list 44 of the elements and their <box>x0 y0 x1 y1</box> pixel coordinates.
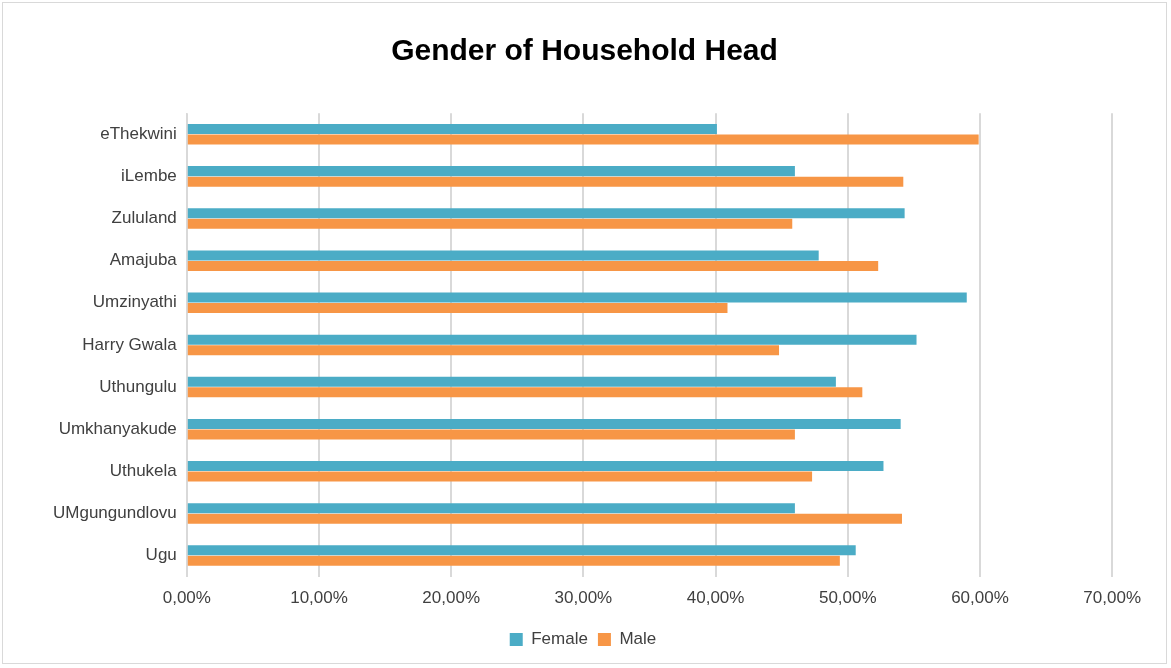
x-tick-label: 60,00% <box>951 588 1009 608</box>
x-tick-label: 50,00% <box>818 588 877 608</box>
x-tick-label: 20,00% <box>422 588 481 608</box>
bar <box>187 387 863 398</box>
bar <box>187 471 813 482</box>
bar <box>187 461 884 472</box>
bar <box>187 218 793 229</box>
bar <box>187 260 879 271</box>
y-tick-label: Ugu <box>145 545 177 565</box>
bar <box>187 176 904 187</box>
bar <box>187 418 901 429</box>
y-tick-label: eThekwini <box>100 123 177 143</box>
bar <box>187 124 717 134</box>
bar <box>187 208 905 219</box>
bar <box>187 545 856 556</box>
x-tick-label: 10,00% <box>290 588 348 608</box>
y-tick-label: Harry Gwala <box>82 334 178 354</box>
bar <box>187 292 967 303</box>
y-tick-label: Uthungulu <box>99 376 177 396</box>
chart-title: Gender of Household Head <box>390 33 779 67</box>
bar <box>187 503 795 514</box>
y-tick-label: Zululand <box>111 208 177 228</box>
bar <box>187 513 902 524</box>
x-tick-label: 30,00% <box>554 588 613 608</box>
bar <box>187 334 917 345</box>
bar <box>187 303 728 314</box>
y-tick-label: Umzinyathi <box>92 292 177 312</box>
bar <box>187 166 795 177</box>
y-tick-label: UMgungundlovu <box>52 503 177 523</box>
x-tick-label: 40,00% <box>686 588 745 608</box>
x-tick-label: 70,00% <box>1083 588 1142 608</box>
bar <box>187 250 819 261</box>
y-tick-label: iLembe <box>121 166 177 186</box>
legend-label: Male <box>619 629 657 649</box>
bar <box>187 555 840 566</box>
bar <box>187 134 979 145</box>
y-tick-label: Umkhanyakude <box>58 418 177 438</box>
legend-label: Female <box>531 629 588 649</box>
bar <box>187 376 836 387</box>
bar <box>187 429 795 440</box>
y-tick-label: Uthukela <box>109 460 178 480</box>
bar <box>187 345 780 356</box>
x-tick-label: 0,00% <box>162 588 211 608</box>
y-tick-label: Amajuba <box>109 250 178 270</box>
